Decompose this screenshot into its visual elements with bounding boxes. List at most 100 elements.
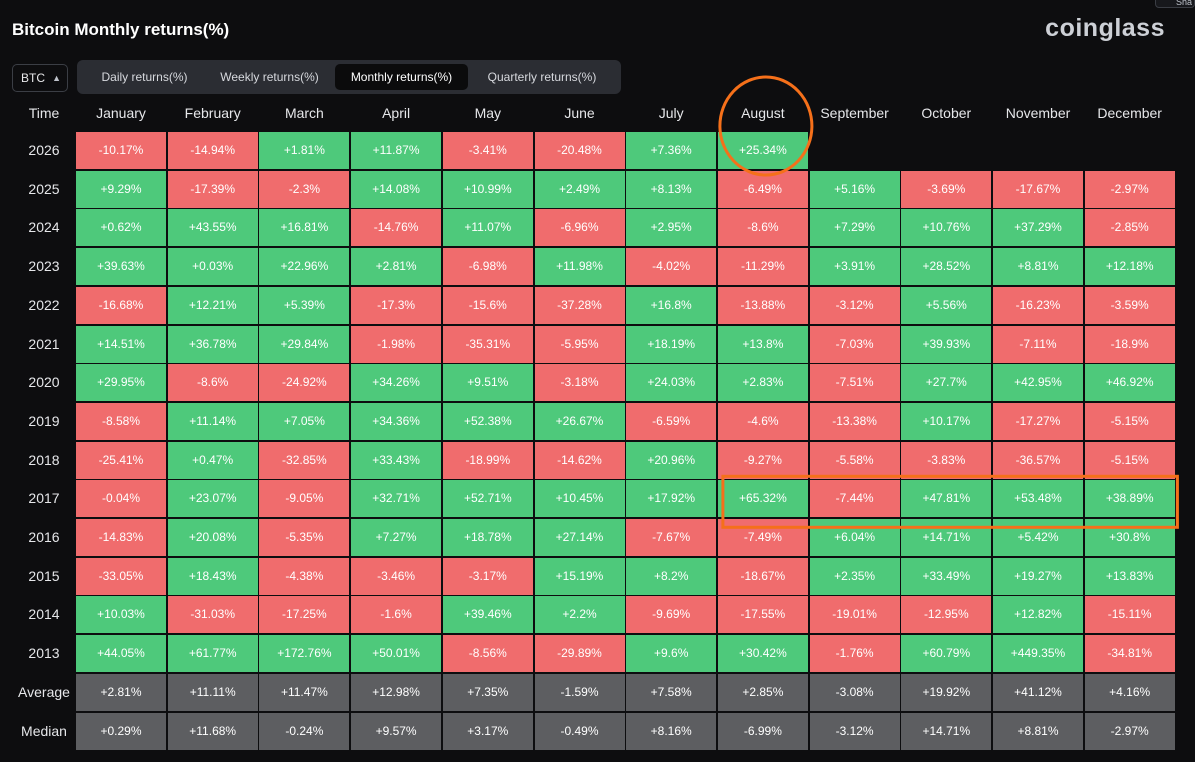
return-cell: +50.01% (351, 635, 442, 673)
return-cell: +24.03% (626, 364, 717, 402)
return-cell: +11.47% (259, 673, 350, 711)
column-header-july: July (658, 105, 684, 121)
column-header-april: April (382, 105, 411, 121)
row-label-2014: 2014 (28, 606, 60, 623)
return-cell: +27.14% (534, 519, 625, 556)
return-cell: -35.31% (442, 325, 533, 363)
return-cell: +2.49% (534, 170, 625, 208)
return-cell: +8.16% (626, 712, 717, 750)
return-cell: -3.59% (1084, 286, 1175, 324)
return-cell: +2.95% (626, 209, 717, 247)
return-cell: +2.85% (717, 673, 808, 711)
return-cell: +16.8% (626, 286, 717, 324)
return-cell: -1.76% (809, 635, 900, 673)
row-label-2022: 2022 (28, 296, 60, 313)
return-cell: -3.17% (442, 557, 533, 595)
return-cell: +13.8% (717, 325, 808, 363)
return-cell: -17.39% (167, 170, 258, 208)
return-cell: +65.32% (717, 480, 808, 518)
return-cell: +2.81% (351, 248, 442, 286)
return-cell: +53.48% (993, 480, 1083, 518)
return-cell: +0.47% (167, 441, 258, 479)
tab-quarterly-returns[interactable]: Quarterly returns(%) (487, 70, 597, 84)
return-cell: +60.79% (901, 635, 992, 673)
row-label-2023: 2023 (28, 258, 60, 275)
return-cell: +10.76% (901, 209, 992, 247)
return-cell: -5.95% (534, 325, 625, 363)
tab-weekly-returns[interactable]: Weekly returns(%) (220, 70, 319, 84)
return-cell: +27.7% (901, 364, 992, 402)
return-cell: -8.58% (76, 402, 166, 440)
return-cell: +47.81% (901, 480, 992, 518)
return-cell: +34.26% (351, 364, 442, 402)
return-cell: -3.18% (534, 364, 625, 402)
return-cell: -5.15% (1084, 441, 1175, 479)
return-cell: +29.95% (76, 364, 166, 402)
tab-daily-returns[interactable]: Daily returns(%) (101, 70, 188, 84)
return-cell: -1.98% (351, 325, 442, 363)
return-cell: +14.71% (901, 712, 992, 750)
return-cell: +8.13% (626, 170, 717, 208)
return-cell: -16.68% (76, 286, 166, 324)
tab-monthly-returns[interactable]: Monthly returns(%) (335, 64, 468, 90)
return-cell: +12.98% (351, 673, 442, 711)
return-cell: -3.83% (901, 441, 992, 479)
return-cell: +19.27% (993, 557, 1083, 595)
return-cell: +2.83% (717, 364, 808, 402)
return-cell: +5.16% (809, 170, 900, 208)
return-cell: +0.03% (167, 248, 258, 286)
return-cell: -17.55% (717, 596, 808, 634)
return-cell: +43.55% (167, 209, 258, 247)
column-header-june: June (564, 105, 595, 121)
share-button[interactable]: Sha (1155, 0, 1195, 8)
return-cell: -16.23% (993, 286, 1083, 324)
return-cell: +12.18% (1084, 248, 1175, 286)
return-cell: +32.71% (351, 480, 442, 518)
return-cell: +33.49% (901, 557, 992, 595)
return-cell: -9.05% (259, 480, 350, 518)
return-cell: +18.19% (626, 325, 717, 363)
return-cell: -4.6% (717, 402, 808, 440)
return-cell: -14.83% (76, 519, 166, 556)
return-cell: -4.02% (626, 248, 717, 286)
return-cell: -6.99% (717, 712, 808, 750)
return-cell: -5.35% (259, 519, 350, 556)
coin-select[interactable]: BTC ▲ (12, 64, 68, 92)
return-cell: +10.99% (442, 170, 533, 208)
return-cell: -6.96% (534, 209, 625, 247)
return-cell: -6.59% (626, 402, 717, 440)
return-cell: -8.6% (717, 209, 808, 247)
return-cell: +6.04% (809, 519, 900, 556)
return-cell: +10.45% (534, 480, 625, 518)
return-cell: -29.89% (534, 635, 625, 673)
row-label-2026: 2026 (28, 142, 60, 158)
return-cell: +2.2% (534, 596, 625, 634)
row-label-2017: 2017 (28, 490, 60, 507)
row-label-2021: 2021 (28, 335, 60, 352)
return-cell: +33.43% (351, 441, 442, 479)
return-cell: +1.81% (259, 132, 350, 169)
return-cell: +7.05% (259, 402, 350, 440)
return-cell: -5.58% (809, 441, 900, 479)
return-cell: -14.62% (534, 441, 625, 479)
return-cell: -8.56% (442, 635, 533, 673)
return-cell: +39.46% (442, 596, 533, 634)
return-cell: +449.35% (993, 635, 1083, 673)
return-cell: +14.71% (901, 519, 992, 556)
return-cell: -31.03% (167, 596, 258, 634)
return-cell: -17.3% (351, 286, 442, 324)
return-cell: +41.12% (993, 673, 1083, 711)
return-cell: -7.67% (626, 519, 717, 556)
return-cell: -37.28% (534, 286, 625, 324)
return-cell: -3.08% (809, 673, 900, 711)
return-cell: +26.67% (534, 402, 625, 440)
return-cell: -11.29% (717, 248, 808, 286)
row-label-2016: 2016 (28, 529, 60, 545)
return-cell: -17.67% (993, 170, 1083, 208)
return-cell: +20.08% (167, 519, 258, 556)
return-cell: -0.49% (534, 712, 625, 750)
row-label-average: Average (18, 683, 70, 700)
return-cell: -17.27% (993, 402, 1083, 440)
return-cell: -7.03% (809, 325, 900, 363)
return-cell: +37.29% (993, 209, 1083, 247)
